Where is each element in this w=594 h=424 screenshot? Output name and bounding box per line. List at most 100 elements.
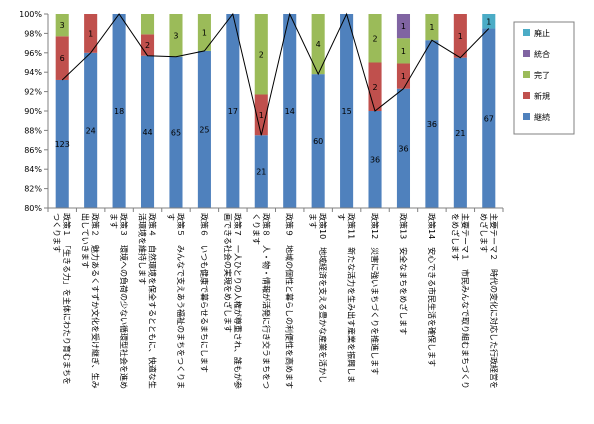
bar-segment: [396, 88, 411, 208]
data-label: 1: [88, 29, 93, 38]
legend-label: 新規: [534, 91, 550, 101]
y-tick-label: 96%: [24, 49, 42, 58]
data-label: 4: [316, 40, 321, 49]
y-tick-label: 88%: [24, 126, 42, 135]
bar-segment: [226, 14, 240, 208]
legend-label: 継続: [534, 112, 550, 122]
data-label: 1: [401, 22, 406, 31]
y-tick-label: 82%: [24, 185, 42, 194]
data-label: 6: [60, 54, 65, 63]
bar-segment: [396, 14, 411, 39]
data-label: 36: [427, 120, 437, 129]
bar-segment: [396, 38, 411, 64]
data-label: 18: [114, 107, 124, 116]
x-category-label: 政策13 安全なまちをめざします: [399, 213, 409, 335]
data-label: 1: [202, 28, 207, 37]
y-tick-label: 90%: [24, 107, 42, 116]
data-label: 1: [401, 47, 406, 56]
y-tick-label: 86%: [24, 146, 42, 155]
bar-segment: [84, 14, 98, 53]
data-label: 21: [455, 129, 465, 138]
x-category-label: 政策12 災害に強いまちづくりを推進します: [370, 213, 380, 375]
x-category-label: 政策８ 人・物・情報が活発に行き交うまちをつくります: [251, 213, 271, 389]
bar-segment: [453, 14, 467, 58]
data-label: 17: [228, 107, 238, 116]
data-label: 15: [342, 107, 352, 116]
y-tick-label: 92%: [24, 88, 42, 97]
bar-segment: [482, 14, 496, 29]
bar-segment: [140, 55, 155, 209]
x-category-label: 政策９ 地域の個性と暮らしの利便性を高めます: [285, 213, 295, 389]
data-label: 123: [55, 140, 70, 149]
data-label: 67: [484, 114, 494, 123]
data-label: 25: [199, 125, 209, 134]
data-label: 3: [60, 21, 65, 30]
x-category-label: 主要テーマ２ 時代の変化に対応した行政経営をめざします: [479, 213, 499, 389]
bar-segment: [425, 40, 439, 208]
data-label: 3: [173, 31, 178, 40]
x-category-label: 主要テーマ１ 市民みんなで取り組むまちづくりをめざします: [450, 213, 470, 389]
legend-swatch: [523, 92, 530, 99]
data-label: 1: [458, 32, 463, 41]
bar-segment: [311, 14, 325, 75]
x-category-label: 政策４ 自然環境を保全するとともに、快適な生活環境を維持します: [138, 213, 158, 389]
bar-segment: [197, 14, 211, 51]
legend-swatch: [523, 50, 530, 57]
legend-swatch: [523, 71, 530, 78]
x-category-label: 政策３ 環境への負荷の少ない循環型社会を進めます: [109, 213, 129, 389]
legend-label: 完了: [534, 70, 550, 80]
x-category-label: 政策６ いつも健康で暮らせるまちにします: [199, 213, 209, 373]
bar-segment: [197, 50, 211, 208]
data-label: 1: [259, 111, 264, 120]
legend-label: 統合: [534, 49, 550, 59]
bar-segment: [55, 14, 69, 37]
x-category-label: 政策１ 「生きる力」を主体にわたり育むまちをつくります: [52, 213, 72, 385]
data-label: 36: [370, 156, 380, 165]
bar-segment: [254, 14, 268, 95]
bar-segment: [254, 135, 268, 208]
data-label: 65: [171, 128, 181, 137]
y-tick-label: 94%: [24, 68, 42, 77]
data-label: 44: [142, 128, 152, 137]
x-category-label: 政策11 新たな活力を生み出す産業を振興します: [337, 213, 357, 383]
data-label: 2: [372, 83, 377, 92]
data-label: 1: [429, 23, 434, 32]
bar-segment: [368, 111, 382, 208]
bar-segment: [55, 79, 69, 209]
bar-segment: [340, 14, 354, 208]
data-label: 24: [86, 126, 96, 135]
bar-segment: [140, 14, 155, 35]
y-tick-label: 84%: [24, 165, 42, 174]
legend-swatch: [523, 113, 530, 120]
y-tick-label: 80%: [24, 204, 42, 213]
bar-segment: [482, 28, 496, 208]
bar-segment: [55, 36, 69, 80]
data-label: 14: [285, 107, 295, 116]
legend-label: 廃止: [534, 28, 550, 38]
x-category-label: 政策５ みんなで支えあう福祉のまちをつくります: [166, 213, 186, 389]
data-label: 2: [145, 41, 150, 50]
x-category-label: 政策７ 一人ひとりの人権が尊重され、誰もが参画できる社会の実現をめざします: [223, 213, 243, 389]
bar-segment: [84, 52, 98, 208]
data-label: 60: [313, 137, 323, 146]
x-category-label: 政策10 地域経済を支える豊かな産業を活かします: [308, 213, 328, 383]
y-tick-label: 100%: [19, 10, 42, 19]
data-label: 1: [401, 72, 406, 81]
data-label: 21: [256, 168, 266, 177]
x-category-label: 政策14 安心できる市民生活を確保します: [427, 213, 437, 367]
plot-area: 80%82%84%86%88%90%92%94%96%98%100%123632…: [19, 10, 504, 389]
series-connector-line: [61, 12, 490, 136]
data-label: 2: [372, 34, 377, 43]
bar-segment: [169, 14, 183, 57]
data-label: 2: [259, 50, 264, 59]
bar-segment: [169, 56, 183, 209]
bar-segment: [283, 14, 297, 208]
data-label: 36: [398, 144, 408, 153]
bar-segment: [453, 57, 467, 209]
bar-segment: [368, 14, 382, 63]
bar-segment: [311, 74, 325, 208]
data-label: 1: [486, 17, 491, 26]
x-category-label: 政策２ 魅力あるくすずか文化を受け継ぎ、生み出していきます: [81, 213, 101, 389]
